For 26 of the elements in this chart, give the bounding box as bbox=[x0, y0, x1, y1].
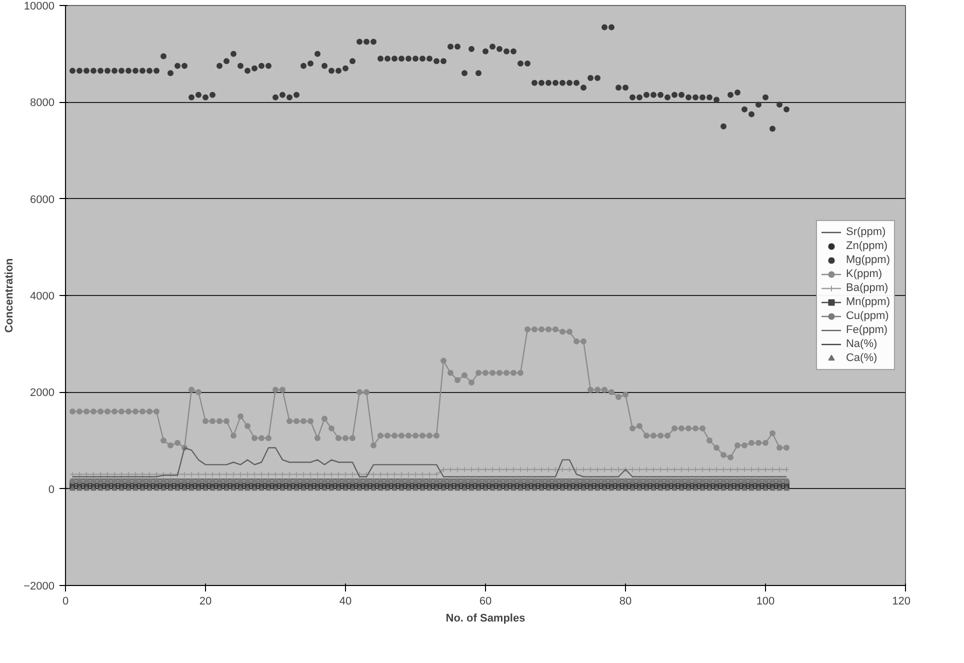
legend-label: Na(%) bbox=[846, 337, 878, 351]
legend-label: Mn(ppm) bbox=[846, 295, 890, 309]
legend-label: Zn(ppm) bbox=[846, 239, 888, 253]
y-tick-label: 2000 bbox=[30, 387, 55, 400]
x-tick-label: 0 bbox=[62, 596, 69, 608]
legend-label: Ba(ppm) bbox=[846, 281, 888, 295]
legend-label: Fe(ppm) bbox=[846, 323, 888, 337]
x-tick-label: 20 bbox=[199, 596, 212, 608]
x-tick-label: 100 bbox=[756, 596, 775, 608]
x-tick-label: 120 bbox=[892, 596, 911, 608]
y-axis-title: Concentration bbox=[4, 258, 16, 333]
legend-label: Sr(ppm) bbox=[846, 225, 886, 239]
x-tick-label: 40 bbox=[339, 596, 352, 608]
x-tick-label: 80 bbox=[619, 596, 632, 608]
legend-label: Mg(ppm) bbox=[846, 253, 890, 267]
y-tick-label: 4000 bbox=[30, 290, 55, 302]
legend-label: Cu(ppm) bbox=[846, 309, 889, 323]
legend-label: K(ppm) bbox=[846, 267, 882, 281]
y-tick-label: 10000 bbox=[24, 0, 55, 12]
y-tick-label: 8000 bbox=[30, 97, 55, 110]
x-tick-label: 60 bbox=[479, 596, 492, 608]
y-tick-label: 0 bbox=[48, 484, 55, 496]
legend-label: Ca(%) bbox=[846, 351, 878, 365]
y-tick-label: 6000 bbox=[30, 194, 55, 206]
y-tick-label: −2000 bbox=[24, 580, 55, 592]
x-axis-title: No. of Samples bbox=[446, 612, 526, 624]
